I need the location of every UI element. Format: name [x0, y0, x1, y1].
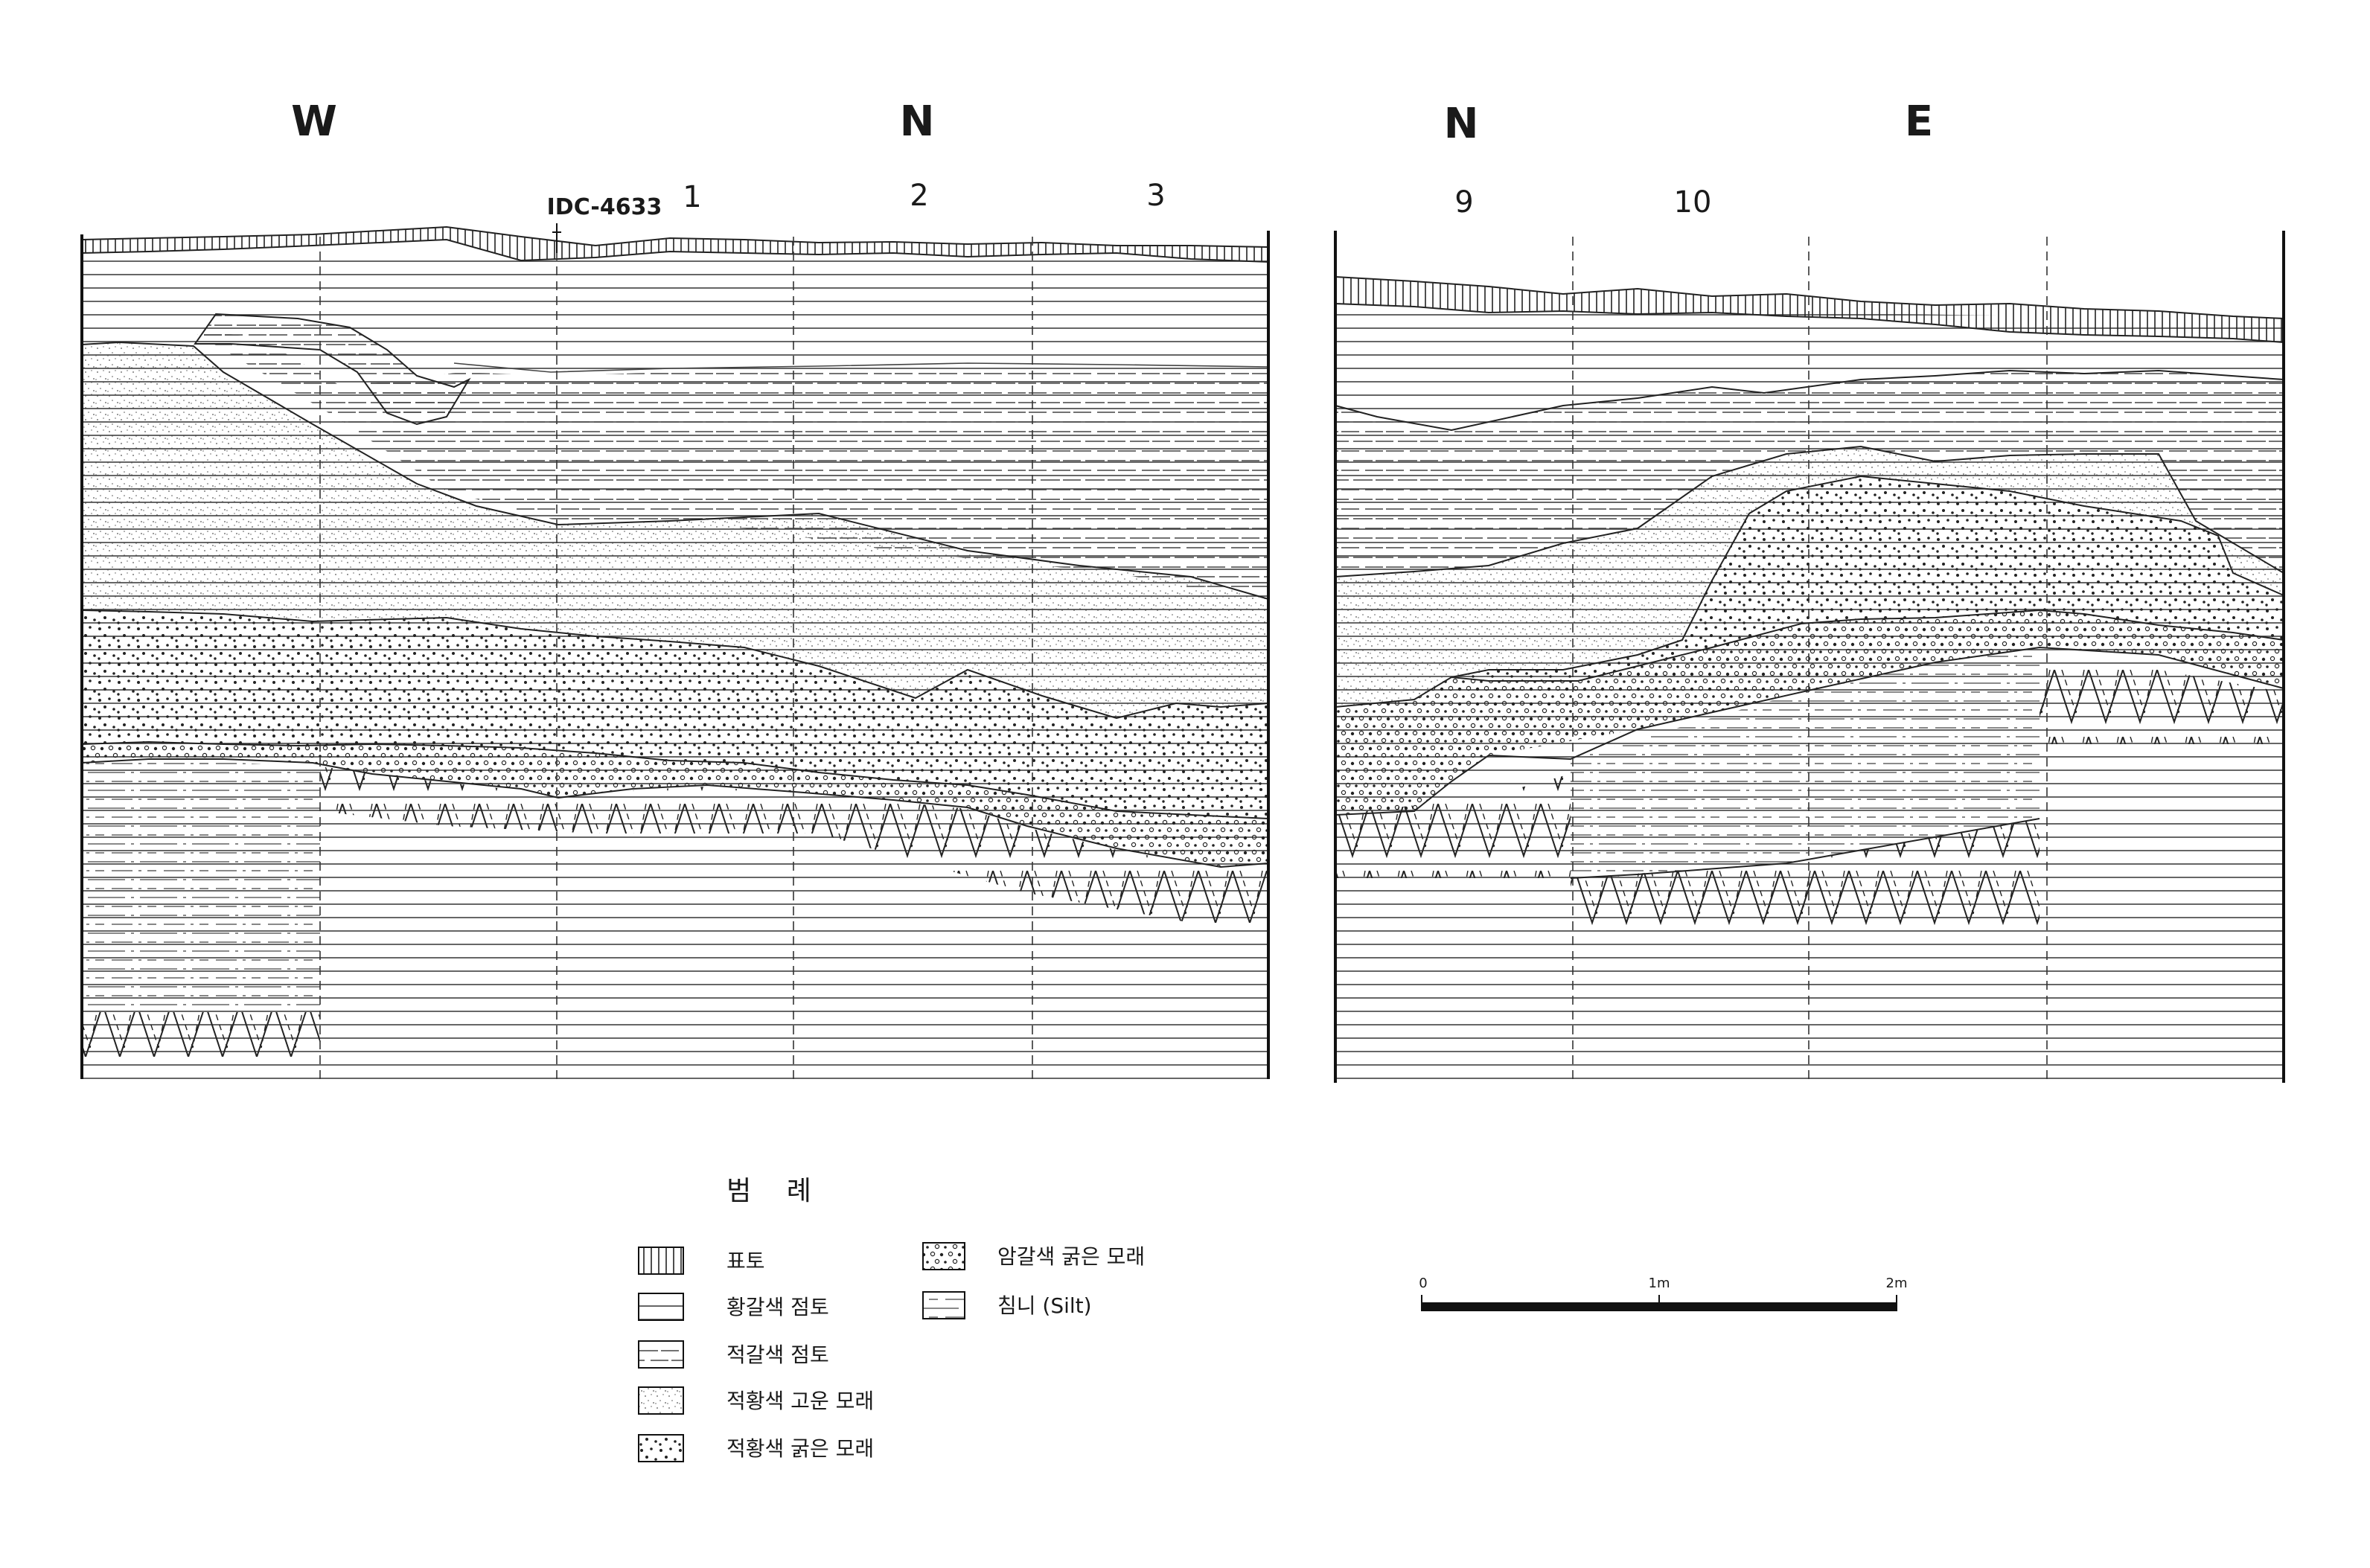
direction-w-label: W: [291, 97, 337, 146]
legend-swatch-red-brown-clay: [638, 1340, 684, 1369]
right-boundary-dark: [1335, 609, 2284, 708]
legend-swatch-dark-coarse-sand: [922, 1242, 965, 1270]
grid-label-2: 2: [910, 179, 928, 213]
right-bedrock-mid: [1571, 819, 2040, 930]
left-dark-sand-layer: [82, 742, 1268, 867]
grid-label-10: 10: [1674, 185, 1712, 220]
legend-swatch-silt: [922, 1291, 965, 1319]
legend-label-red-brown-clay: 적갈색 점토: [726, 1343, 829, 1367]
legend-label-topsoil: 표토: [726, 1249, 765, 1273]
right-boundary-red-clay: [1335, 369, 2284, 432]
legend-title: 범 례: [726, 1176, 825, 1206]
direction-e-label: E: [1905, 97, 1933, 146]
legend-swatch-coarse-sand: [638, 1434, 684, 1462]
right-boundary-lower: [1570, 818, 2040, 879]
direction-n-label-right: N: [1444, 100, 1479, 148]
left-grid-lines: [319, 237, 1033, 1079]
right-coarse-sand-layer: [1451, 476, 2284, 681]
left-boundary-coarse: [81, 609, 1269, 720]
grid-number-labels: 1 2 3 9 10 IDC-4633: [547, 179, 1712, 220]
scale-bar-label-0: 0: [1419, 1276, 1427, 1291]
legend-item-dark-coarse-sand: 암갈색 굵은 모래: [922, 1242, 1145, 1270]
right-profile: [1334, 231, 2285, 1083]
grid-label-9: 9: [1454, 185, 1473, 220]
legend-item-yellow-brown-clay: 황갈색 점토: [638, 1293, 829, 1321]
legend: 범 례 표토 황갈색 점토 적갈색 점토 적황색 고운 모래 적황색 굵은 모래…: [638, 1176, 1145, 1462]
left-clay-block: [194, 313, 471, 426]
left-boundary-sand-top: [81, 341, 1269, 600]
legend-item-topsoil: 표토: [638, 1247, 765, 1275]
left-coarse-sand-layer: [82, 610, 1268, 819]
left-boundary-bedrock: [81, 758, 1269, 868]
direction-n-label-left: N: [900, 97, 935, 146]
scale-bar: 0 1m 2m: [1419, 1276, 1908, 1311]
right-grid-lines: [1572, 237, 2048, 1083]
right-dark-sand-layer: [1335, 610, 2284, 815]
right-lower-clay: [1571, 647, 2040, 878]
left-lower-bedrock: [82, 1012, 320, 1057]
legend-swatch-yellow-brown-clay: [638, 1293, 684, 1321]
legend-item-coarse-sand: 적황색 굵은 모래: [638, 1434, 874, 1462]
left-boundary-clay-thin: [453, 362, 1269, 373]
legend-item-silt: 침니 (Silt): [922, 1291, 1092, 1319]
legend-swatch-topsoil: [638, 1247, 684, 1275]
direction-labels: W N N E: [291, 97, 1933, 148]
left-fine-sand-layer: [82, 342, 1268, 718]
right-boundary-coarse: [1451, 475, 2284, 678]
left-profile: [80, 223, 1270, 1079]
legend-item-red-brown-clay: 적갈색 점토: [638, 1340, 829, 1369]
legend-label-coarse-sand: 적황색 굵은 모래: [726, 1436, 874, 1461]
scale-bar-label-2m: 2m: [1886, 1276, 1908, 1291]
legend-label-dark-coarse-sand: 암갈색 굵은 모래: [997, 1244, 1145, 1269]
legend-item-fine-sand: 적황색 고운 모래: [638, 1386, 874, 1415]
right-bedrock-right: [2040, 655, 2284, 744]
legend-label-yellow-brown-clay: 황갈색 점토: [726, 1295, 829, 1319]
scale-bar-label-1m: 1m: [1649, 1276, 1670, 1291]
sample-label: IDC-4633: [547, 194, 662, 220]
left-lower-clay: [82, 759, 320, 1012]
left-boundary-dark: [81, 740, 1269, 819]
legend-label-silt: 침니 (Silt): [997, 1293, 1092, 1318]
grid-label-3: 3: [1146, 179, 1165, 213]
right-boundary-bedrock: [1335, 646, 2284, 816]
right-boundary-sand-top: [1335, 445, 2284, 577]
grid-label-1: 1: [683, 180, 701, 214]
legend-swatch-fine-sand: [638, 1386, 684, 1415]
legend-label-fine-sand: 적황색 고운 모래: [726, 1389, 874, 1413]
right-bedrock-left: [1335, 774, 1571, 878]
